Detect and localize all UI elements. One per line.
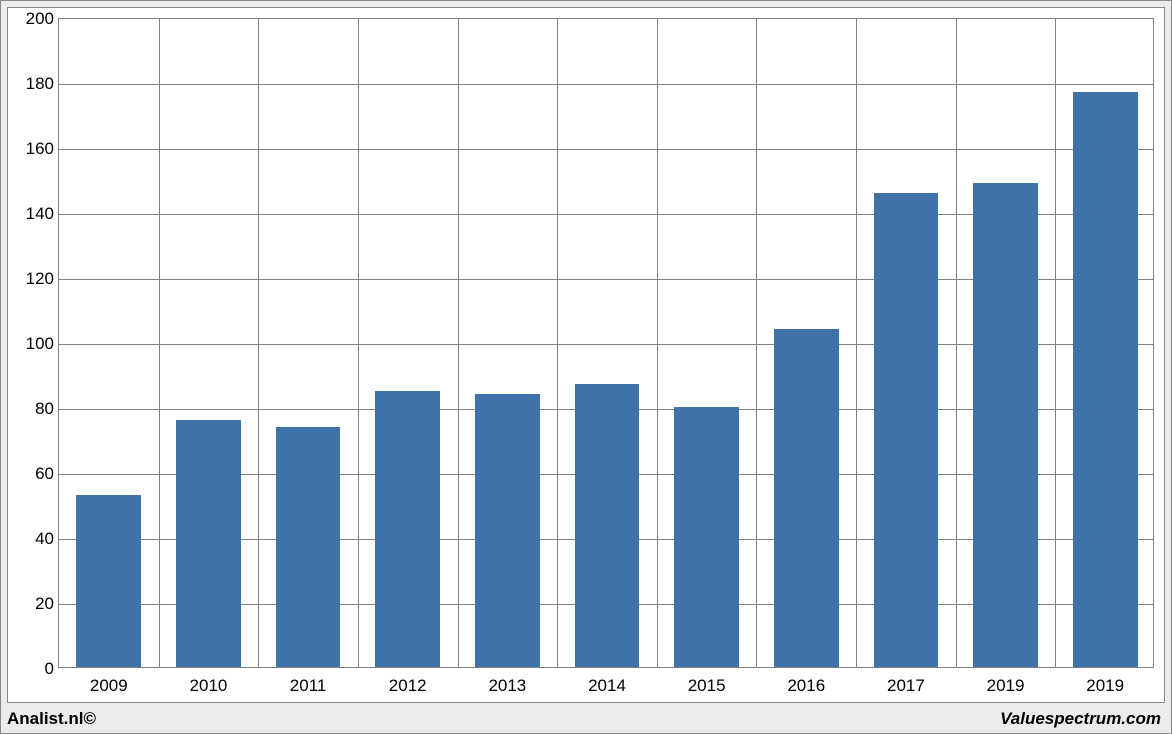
y-tick-label: 120 (8, 269, 54, 289)
x-tick-label: 2015 (688, 676, 726, 696)
y-tick-label: 200 (8, 9, 54, 29)
bar (475, 394, 540, 667)
x-tick-label: 2014 (588, 676, 626, 696)
chart-container: 0 20 40 60 80 100 120 140 160 180 200 2009 2010 2011 2… (0, 0, 1172, 734)
bar (575, 384, 640, 667)
bar (375, 391, 440, 667)
gridline-h (59, 149, 1153, 150)
gridline-v (557, 19, 558, 667)
x-tick-label: 2019 (1086, 676, 1124, 696)
x-tick-label: 2010 (190, 676, 228, 696)
y-tick-label: 80 (8, 399, 54, 419)
bar (874, 193, 939, 668)
y-tick-label: 0 (8, 659, 54, 679)
bar (176, 420, 241, 667)
bar (973, 183, 1038, 667)
x-tick-label: 2011 (290, 676, 327, 696)
bar (774, 329, 839, 667)
footer-left: Analist.nl© (7, 709, 96, 729)
x-tick-label: 2016 (787, 676, 825, 696)
bar (674, 407, 739, 667)
x-tick-label: 2017 (887, 676, 925, 696)
gridline-h (59, 84, 1153, 85)
x-tick-label: 2012 (389, 676, 427, 696)
gridline-v (159, 19, 160, 667)
y-tick-label: 180 (8, 74, 54, 94)
gridline-v (657, 19, 658, 667)
y-tick-label: 40 (8, 529, 54, 549)
y-tick-label: 60 (8, 464, 54, 484)
gridline-v (258, 19, 259, 667)
plot-area (58, 18, 1154, 668)
y-tick-label: 140 (8, 204, 54, 224)
gridline-v (458, 19, 459, 667)
bar (76, 495, 141, 667)
bar (276, 427, 341, 668)
gridline-v (358, 19, 359, 667)
chart-inner: 0 20 40 60 80 100 120 140 160 180 200 2009 2010 2011 2… (7, 7, 1165, 703)
bar (1073, 92, 1138, 667)
gridline-v (756, 19, 757, 667)
x-tick-label: 2013 (488, 676, 526, 696)
gridline-v (1055, 19, 1056, 667)
y-tick-label: 160 (8, 139, 54, 159)
y-tick-label: 100 (8, 334, 54, 354)
gridline-v (956, 19, 957, 667)
footer-right: Valuespectrum.com (1000, 709, 1161, 729)
x-tick-label: 2009 (90, 676, 128, 696)
gridline-v (856, 19, 857, 667)
y-tick-label: 20 (8, 594, 54, 614)
x-tick-label: 2019 (987, 676, 1025, 696)
